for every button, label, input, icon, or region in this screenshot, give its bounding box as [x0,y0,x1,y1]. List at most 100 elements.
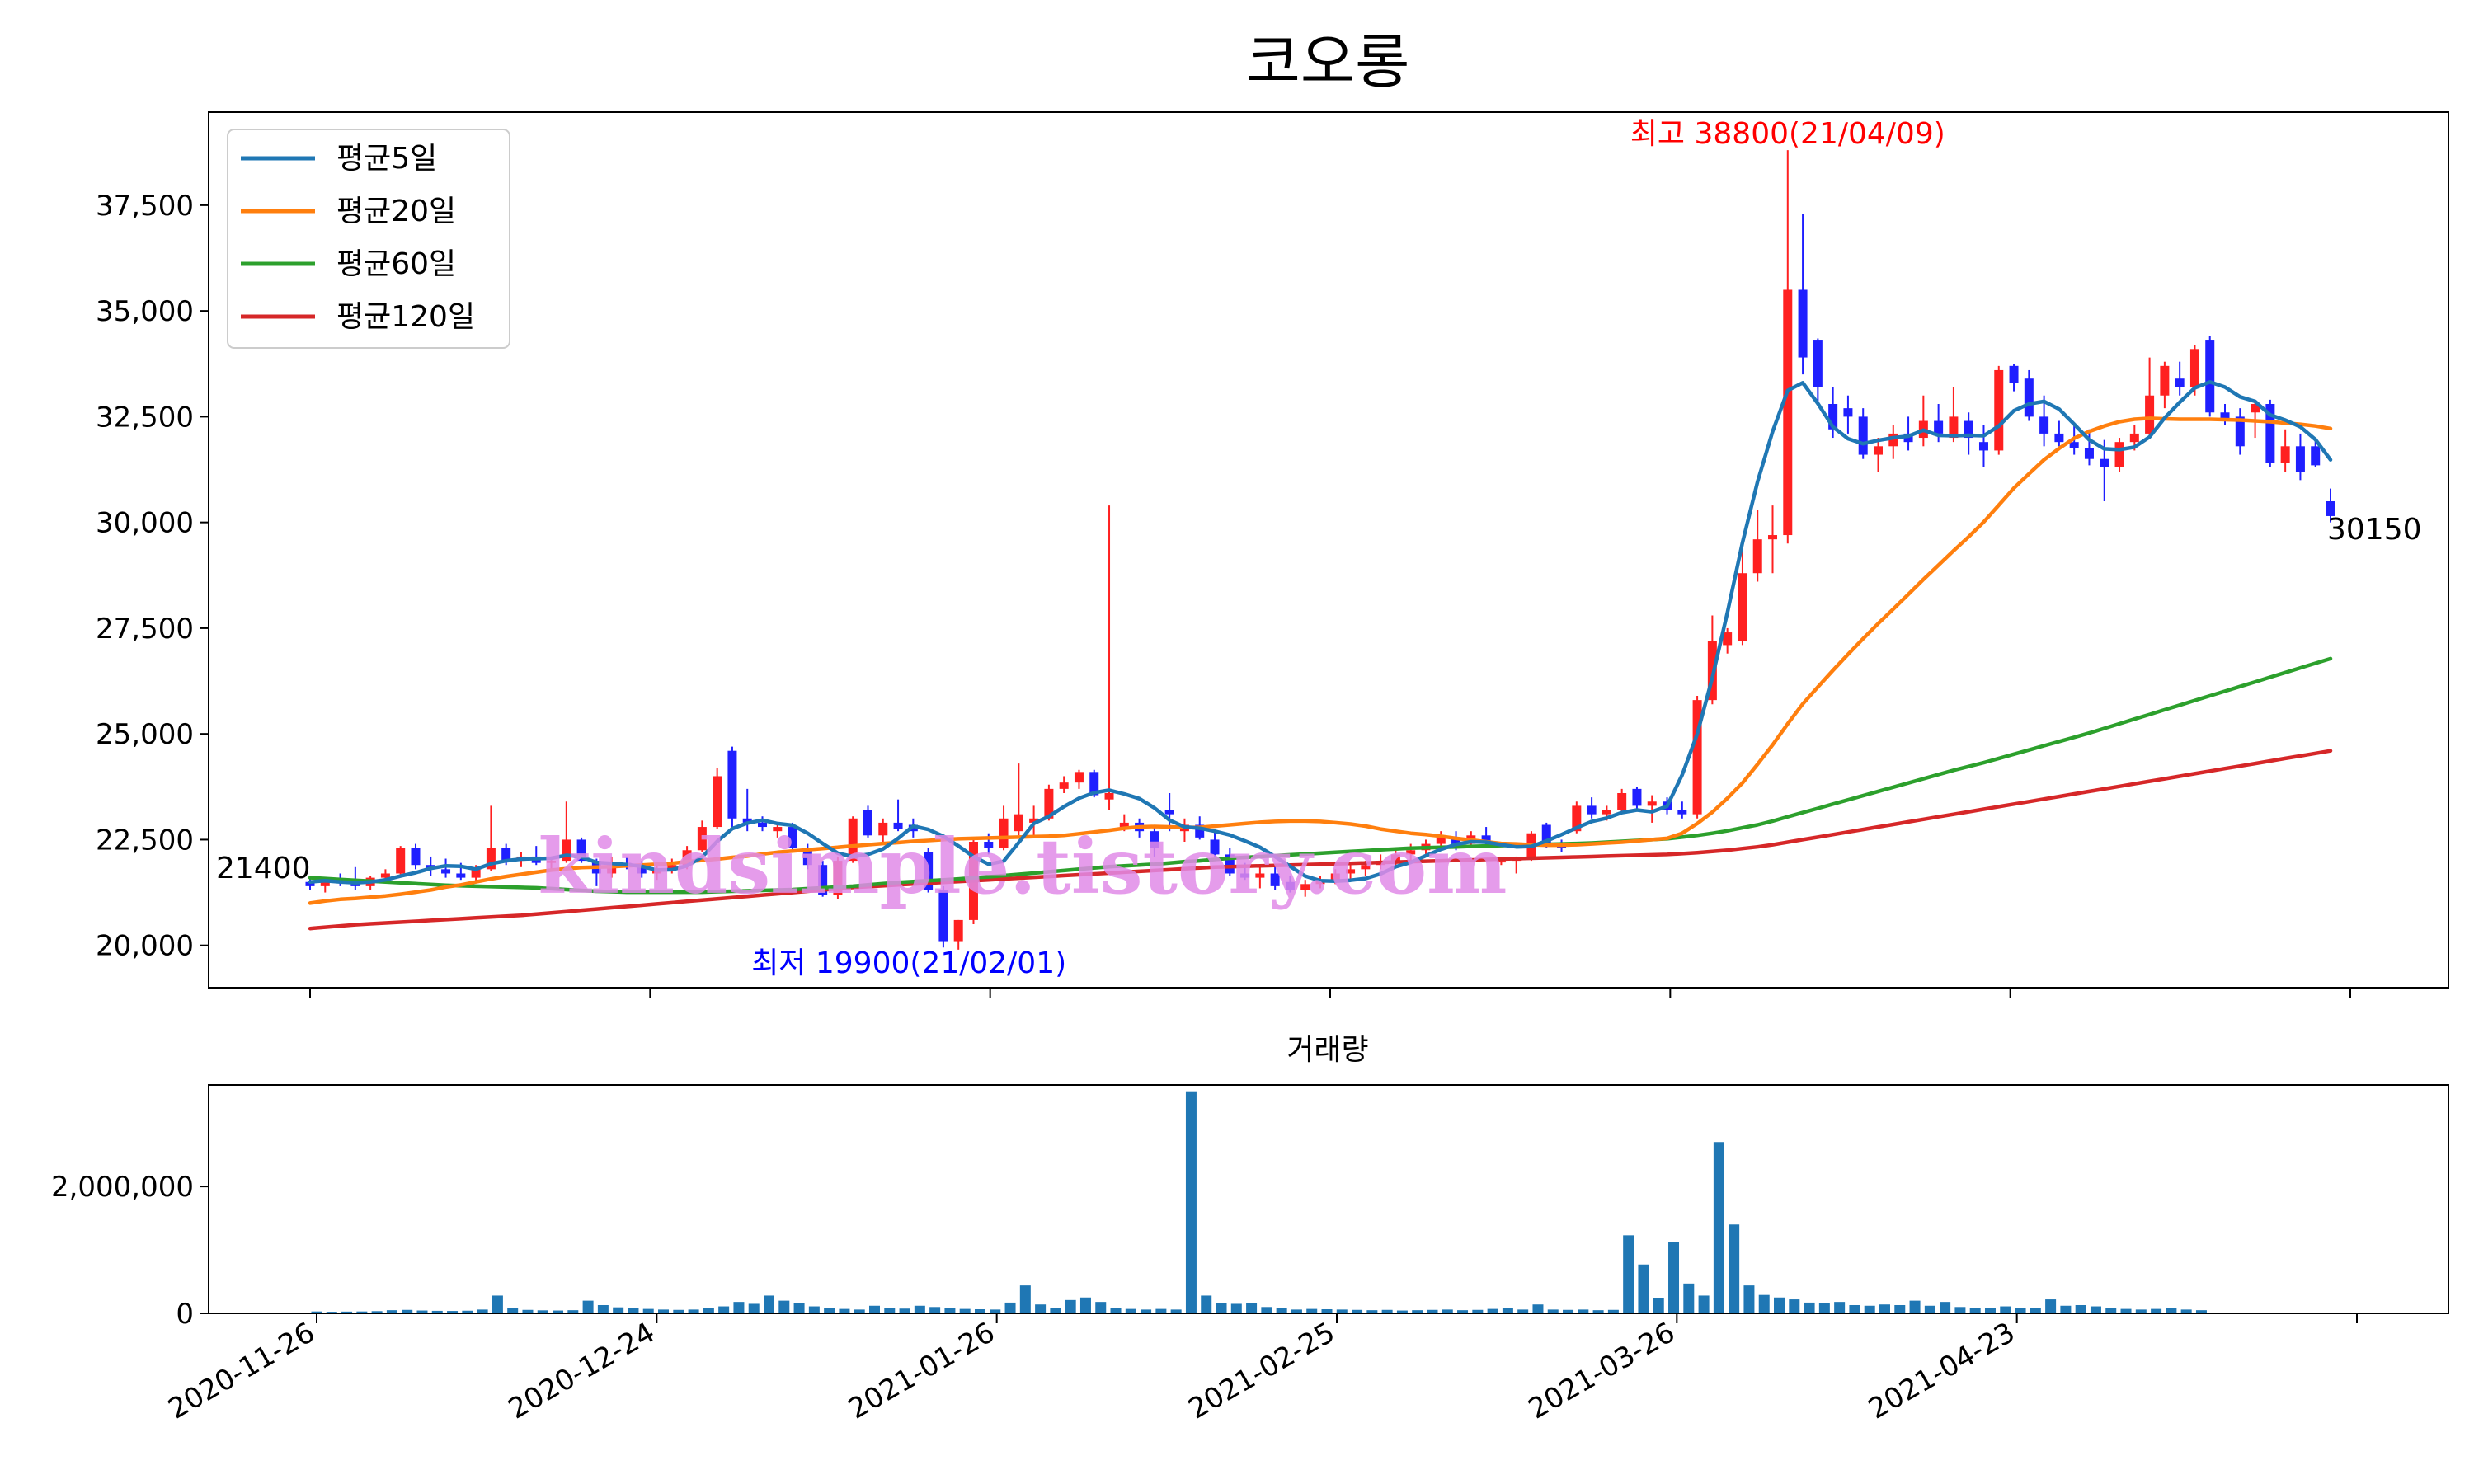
candle-body [562,839,571,862]
candle-body [1406,850,1416,855]
candle-body [1089,772,1099,796]
volume-bar [733,1302,745,1313]
price-y-tick-label: 37,500 [96,190,194,223]
candle-body [1104,793,1114,800]
candle-body [1738,573,1747,641]
volume-bar [2180,1309,2192,1313]
candle-body [2100,458,2109,467]
volume-bar [522,1309,534,1313]
volume-bar [537,1310,548,1313]
volume-bar [2166,1308,2177,1313]
price-axis-ticks: 20,000 22,500 25,000 27,500 30,000 32,500 35,0… [96,190,2351,998]
candle-body [2326,501,2335,516]
candle-body [1768,535,1778,540]
volume-bar [1487,1308,1498,1313]
price-y-tick-label: 25,000 [96,718,194,751]
candle-body [1587,805,1597,815]
volume-bar [1713,1142,1724,1313]
candle-body [1300,884,1310,890]
candle-body [1285,881,1295,890]
volume-bar [1291,1309,1302,1313]
volume-y-tick-label: 2,000,000 [51,1171,194,1204]
candle-body [2295,446,2305,472]
candle-body [2205,340,2215,413]
candle-body [1150,831,1159,848]
price-axes-frame [208,111,2449,989]
volume-bar [597,1304,609,1313]
candle-body [2311,446,2321,466]
candle-body [2054,433,2064,443]
volume-bar [567,1310,579,1313]
volume-bar [1141,1309,1152,1313]
volume-bar [1849,1304,1860,1313]
volume-bar [1969,1308,1981,1313]
candle-body [1572,805,1582,832]
candle-body [682,850,692,866]
candle-body [1828,404,1838,430]
volume-bar [1261,1307,1272,1313]
volume-bar [1653,1298,1664,1313]
candle-body [848,818,858,862]
volume-plot-area [311,1091,2207,1313]
volume-bar [1743,1285,1755,1313]
candle-body [2039,416,2049,434]
price-y-tick-label: 30,000 [96,507,194,540]
candle-body [697,827,707,851]
candle-body [938,890,948,942]
candle-body [1346,869,1356,874]
candle-body [1044,788,1054,819]
candle-body [2175,378,2185,387]
volume-bar [1110,1308,1122,1313]
candle-body [1210,839,1220,855]
volume-bar [944,1308,956,1313]
volume-bar [1683,1283,1695,1313]
volume-bar [1774,1297,1785,1313]
candle-body [1390,854,1400,862]
volume-bar [492,1295,503,1313]
candle-body [1813,340,1823,387]
volume-bar [673,1309,684,1313]
volume-bar [1984,1308,1996,1313]
volume-bar [1427,1309,1438,1313]
candle-body [2220,412,2230,421]
volume-bar [974,1308,985,1313]
volume-bar [2000,1306,2011,1313]
volume-bar [1185,1091,1197,1313]
price-plot-area [305,150,2335,950]
volume-bar [658,1309,670,1313]
candle-body [1934,420,1944,434]
volume-bar [2135,1309,2147,1313]
candle-body [667,865,677,870]
candle-body [1677,810,1687,815]
candle-body [411,848,421,866]
legend-box [227,129,510,349]
volume-bar [1336,1309,1348,1313]
candle-body [2129,433,2139,443]
candle-body [1647,801,1657,806]
volume-bar [1352,1309,1363,1313]
volume-bar [990,1309,1001,1313]
candle-body [576,839,586,862]
legend-label-ma60: 평균60일 [336,247,456,281]
candle-body [2084,448,2094,459]
moving-average-line-ma120 [308,749,2333,931]
last-close-annotation: 30150 [2327,513,2422,547]
candle-body [1541,824,1551,844]
min-price-annotation: 최저 19900(21/02/01) [751,946,1066,980]
candle-body [396,848,406,874]
volume-bar [1170,1309,1182,1313]
candle-body [818,865,828,895]
candle-body [1632,788,1642,806]
volume-bar [402,1309,413,1313]
volume-bar [477,1309,488,1313]
candle-body [441,869,451,874]
candle-body [1059,782,1069,789]
volume-bar [1563,1309,1574,1313]
volume-bar [356,1311,368,1313]
chart-title: 코오롱 [1246,27,1410,96]
volume-bar [914,1305,925,1313]
volume-bar [416,1310,428,1313]
volume-bar [748,1303,760,1313]
candle-body [1798,289,1808,358]
volume-bar [1442,1309,1453,1313]
